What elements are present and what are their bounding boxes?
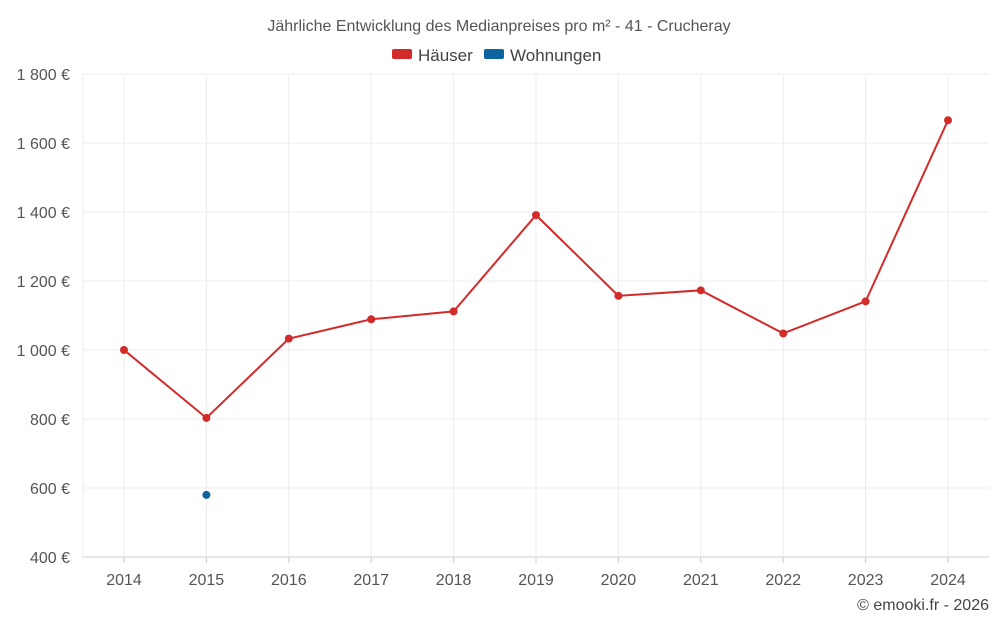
data-point-haeuser[interactable] — [202, 413, 211, 422]
data-point-haeuser[interactable] — [284, 334, 293, 343]
y-tick-label: 400 € — [30, 550, 70, 567]
legend-swatch-haeuser — [392, 49, 412, 59]
y-tick-label: 1 200 € — [17, 274, 70, 291]
data-point-haeuser[interactable] — [696, 286, 705, 295]
chart-title: Jährliche Entwicklung des Medianpreises … — [267, 18, 730, 35]
y-tick-label: 1 000 € — [17, 343, 70, 360]
data-point-haeuser[interactable] — [449, 307, 458, 316]
x-tick-label: 2024 — [930, 572, 966, 589]
y-axis-ticks: 400 € 600 € 800 € 1 000 € 1 200 € 1 400 € 1 60… — [17, 67, 70, 567]
data-point-haeuser[interactable] — [120, 346, 128, 354]
legend-label-haeuser: Häuser — [418, 46, 473, 65]
x-tick-label: 2014 — [106, 572, 142, 589]
x-tick-label: 2017 — [353, 572, 389, 589]
x-tick-label: 2022 — [765, 572, 801, 589]
y-tick-label: 1 600 € — [17, 136, 70, 153]
grid-lines — [82, 73, 989, 558]
data-point-haeuser[interactable] — [367, 315, 376, 324]
legend-label-wohnungen: Wohnungen — [510, 46, 601, 65]
x-axis-ticks: 2014 2015 2016 2017 2018 2019 2020 2021 2022 2023… — [106, 557, 966, 589]
x-tick-label: 2016 — [271, 572, 307, 589]
y-tick-label: 1 400 € — [17, 205, 70, 222]
x-tick-label: 2019 — [518, 572, 554, 589]
data-point-haeuser[interactable] — [944, 116, 952, 125]
data-point-haeuser[interactable] — [861, 297, 870, 306]
x-tick-label: 2021 — [683, 572, 719, 589]
data-point-haeuser[interactable] — [779, 329, 788, 338]
legend-swatch-wohnungen — [484, 49, 504, 59]
x-tick-label: 2018 — [436, 572, 472, 589]
data-point-haeuser[interactable] — [532, 211, 540, 220]
series-layer — [120, 116, 952, 499]
data-point-haeuser[interactable] — [614, 291, 623, 300]
legend: Häuser Wohnungen — [392, 46, 601, 65]
legend-item-haeuser[interactable]: Häuser — [392, 46, 473, 65]
y-tick-label: 800 € — [30, 412, 70, 429]
legend-item-wohnungen[interactable]: Wohnungen — [484, 46, 601, 65]
x-tick-label: 2023 — [848, 572, 884, 589]
y-tick-label: 1 800 € — [17, 67, 70, 84]
data-point-wohnungen[interactable] — [202, 490, 211, 499]
y-tick-label: 600 € — [30, 481, 70, 498]
x-tick-label: 2015 — [189, 572, 225, 589]
x-tick-label: 2020 — [601, 572, 637, 589]
credit-text: © emooki.fr - 2026 — [857, 597, 989, 614]
